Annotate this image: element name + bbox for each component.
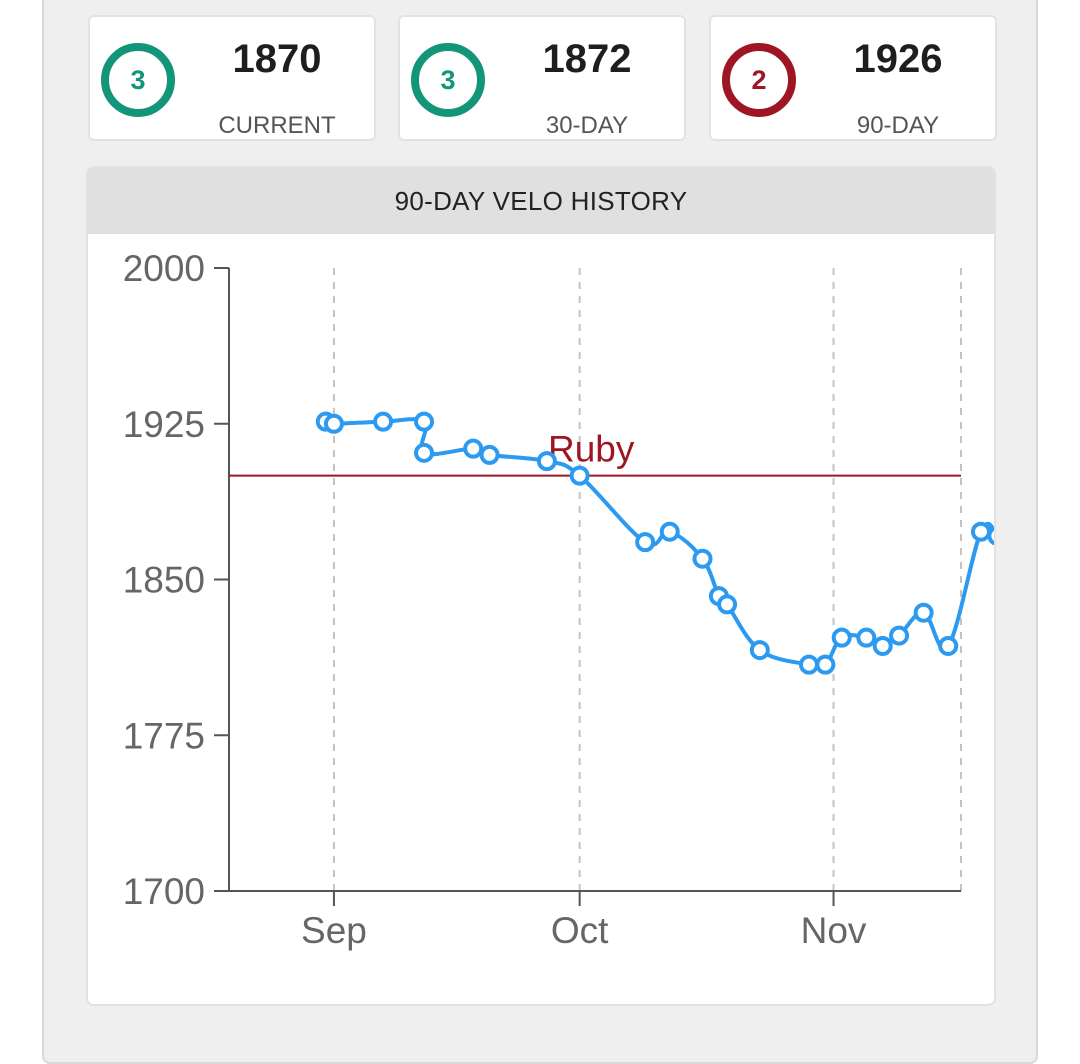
velo-data-point	[970, 521, 991, 542]
velo-data-point	[323, 413, 344, 434]
current-stat-card[interactable]: 3 1870 CURRENT	[88, 15, 376, 141]
chart-title: 90-DAY VELO HISTORY	[88, 168, 994, 234]
velo-data-point	[692, 548, 713, 569]
velo-data-point	[569, 465, 590, 486]
thirty-day-velo-label: 30-DAY	[545, 112, 629, 139]
thirty-day-velo-value: 1872	[542, 37, 632, 81]
velo-data-point	[913, 602, 934, 623]
velo-data-point	[938, 635, 959, 656]
current-rank-badge: 3	[101, 43, 175, 117]
velo-data-point	[635, 532, 656, 553]
ninety-day-rank-badge: 2	[722, 43, 796, 117]
velo-data-point	[749, 640, 770, 661]
y-tick-label: 2000	[123, 248, 205, 289]
velo-data-point	[536, 451, 557, 472]
velo-data-point	[815, 654, 836, 675]
velo-data-point	[889, 625, 910, 646]
x-tick-label: Sep	[301, 910, 367, 951]
velo-data-point	[717, 594, 738, 615]
velo-data-point	[856, 627, 877, 648]
y-tick-label: 1850	[123, 560, 205, 601]
velo-data-point	[798, 654, 819, 675]
current-velo-value: 1870	[232, 37, 322, 81]
y-tick-label: 1775	[123, 715, 205, 756]
thirty-day-stat-card[interactable]: 3 1872 30-DAY	[398, 15, 686, 141]
x-tick-label: Oct	[551, 910, 609, 951]
y-tick-label: 1700	[123, 871, 205, 912]
velo-data-point	[831, 627, 852, 648]
velo-history-card: 90-DAY VELO HISTORY 1700 1775 1850 1925 2000…	[86, 166, 996, 1006]
velo-data-point	[479, 444, 500, 465]
velo-data-point	[463, 438, 484, 459]
ninety-day-velo-label: 90-DAY	[856, 112, 940, 139]
thirty-day-rank-badge: 3	[411, 43, 485, 117]
velo-data-point	[872, 635, 893, 656]
velo-data-point	[987, 526, 994, 546]
ninety-day-velo-value: 1926	[853, 37, 943, 81]
current-velo-label: CURRENT	[218, 112, 336, 139]
velo-data-point	[373, 411, 394, 432]
velo-data-point	[414, 442, 435, 463]
y-tick-label: 1925	[123, 404, 205, 445]
velo-data-point	[659, 521, 680, 542]
velo-data-point	[414, 411, 435, 432]
x-tick-label: Nov	[801, 910, 867, 951]
ninety-day-stat-card[interactable]: 2 1926 90-DAY	[709, 15, 997, 141]
